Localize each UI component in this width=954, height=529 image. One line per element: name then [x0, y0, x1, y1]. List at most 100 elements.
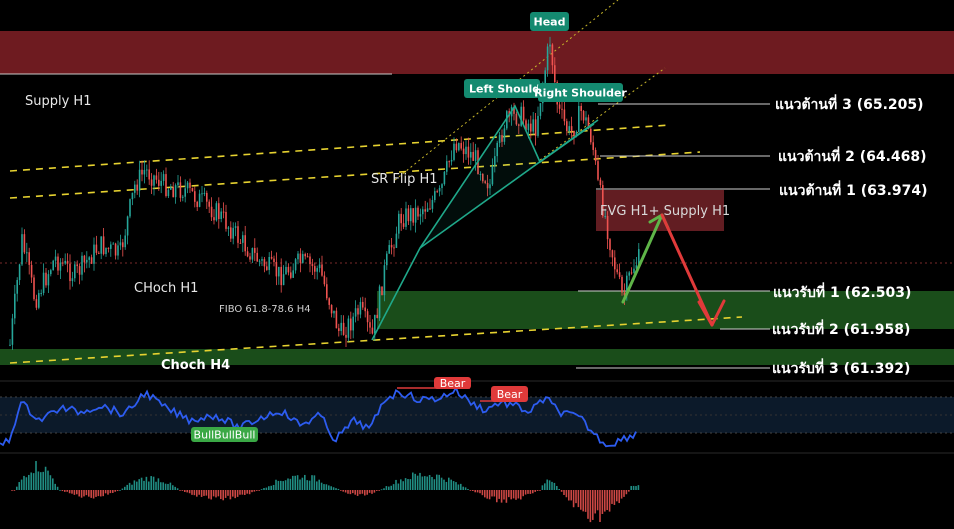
bear-signal-badge-1: Bear	[434, 377, 471, 390]
pattern-fill-left	[420, 106, 540, 248]
histogram-bar	[568, 490, 570, 501]
histogram-bar	[467, 488, 469, 490]
candle-body	[38, 293, 40, 308]
candle-body	[340, 322, 342, 332]
histogram-bar	[112, 490, 114, 493]
candle-body	[527, 123, 530, 131]
histogram-bar	[498, 490, 500, 499]
candle-body	[117, 245, 119, 256]
histogram-bar	[318, 479, 320, 490]
histogram-bar	[606, 490, 608, 511]
candle-body	[278, 266, 280, 277]
candle-body	[549, 44, 551, 47]
candle-body	[314, 266, 316, 272]
histogram-bar	[560, 490, 563, 492]
candle-body	[412, 208, 414, 223]
candle-body	[165, 174, 167, 197]
histogram-bar	[193, 490, 196, 496]
histogram-bar	[392, 484, 395, 490]
candle-body	[429, 208, 431, 210]
candle-body	[357, 308, 359, 315]
candle-body	[544, 70, 546, 85]
histogram-bar	[212, 490, 215, 497]
histogram-bar	[364, 490, 366, 496]
histogram-bar	[390, 485, 392, 490]
candle-body	[482, 174, 484, 182]
candle-body	[573, 131, 575, 137]
histogram-bar	[294, 475, 296, 490]
candle-body	[191, 187, 194, 192]
histogram-bar	[517, 490, 520, 499]
candle-body	[347, 318, 350, 338]
histogram-bar	[280, 480, 282, 490]
histogram-bar	[474, 490, 476, 493]
candle-body	[638, 249, 640, 266]
histogram-bar	[484, 490, 486, 498]
histogram-bar	[428, 474, 431, 490]
histogram-bar	[572, 490, 575, 508]
candle-body	[426, 208, 429, 212]
candle-body	[407, 208, 410, 222]
resistance-3-label: แนวต้านที่ 3 (65.205)	[775, 94, 924, 113]
histogram-bar	[30, 472, 32, 490]
candle-body	[119, 242, 122, 246]
candle-body	[45, 272, 47, 286]
histogram-bar	[152, 476, 155, 490]
histogram-bar	[596, 490, 599, 511]
candle-body	[534, 119, 537, 136]
histogram-bar	[56, 486, 59, 490]
candle-body	[64, 260, 66, 264]
candle-body	[626, 275, 628, 296]
candle-body	[364, 307, 366, 312]
histogram-bar	[500, 490, 503, 503]
candle-body	[503, 128, 506, 142]
candle-body	[138, 169, 141, 191]
candle-body	[453, 143, 455, 160]
right-shoulder-badge: Right Shoulder	[534, 83, 627, 102]
candle-body	[210, 206, 213, 218]
candle-body	[623, 292, 626, 296]
candle-body	[244, 235, 246, 252]
candle-body	[198, 193, 201, 207]
candle-body	[532, 119, 534, 132]
candle-body	[95, 244, 98, 253]
candle-body	[225, 212, 227, 229]
histogram-bar	[157, 478, 160, 490]
candle-body	[261, 259, 263, 261]
candle-body	[110, 244, 112, 249]
candle-body	[316, 268, 318, 272]
candle-body	[189, 182, 191, 188]
histogram-bar	[301, 477, 304, 490]
histogram-bar	[546, 479, 548, 490]
candle-body	[249, 256, 251, 260]
candle-body	[299, 253, 302, 263]
histogram-bar	[436, 474, 438, 490]
candle-body	[458, 143, 460, 151]
histogram-bar	[632, 485, 635, 490]
candle-body	[23, 234, 26, 253]
histogram-bar	[198, 490, 200, 495]
histogram-bar	[292, 475, 294, 490]
candle-body	[359, 301, 362, 315]
candle-body	[11, 318, 14, 345]
histogram-bar	[131, 484, 133, 490]
candle-body	[580, 106, 582, 112]
candle-body	[292, 270, 294, 278]
histogram-bar	[205, 490, 208, 496]
candle-body	[9, 344, 11, 346]
candle-body	[551, 44, 554, 66]
histogram-bar	[16, 486, 18, 490]
histogram-bar	[220, 490, 222, 500]
histogram-bar	[539, 490, 541, 491]
histogram-bar	[368, 490, 371, 493]
histogram-bar	[313, 475, 316, 490]
projection-down-arrow	[660, 213, 714, 327]
candle-body	[62, 262, 64, 264]
left-shoulder-badge: Left Shoulde	[464, 79, 548, 98]
candle-body	[376, 314, 378, 319]
choch-h1-label: CHoch H1	[134, 281, 198, 296]
histogram-bar	[570, 490, 572, 501]
candle-body	[59, 262, 62, 271]
candle-body	[568, 126, 570, 132]
histogram-bar	[508, 490, 510, 498]
